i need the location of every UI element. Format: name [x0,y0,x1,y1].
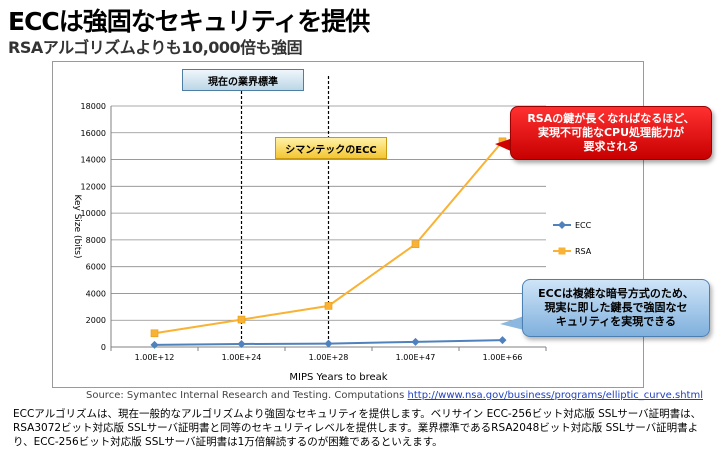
ecc-point [324,339,333,348]
ecc-callout-line-3: キュリティを実現できる [555,315,677,328]
ecc-point [411,337,420,346]
description-text: ECCアルゴリズムは、現在一般的なアルゴリズムより強固なセキュリティを提供します… [13,408,702,448]
y-tick-label: 10000 [81,209,106,218]
ecc-callout-line-1: ECCは複雑な暗号方式のため、 [538,287,694,300]
ecc-callout: ECCは複雑な暗号方式のため、 現実に即した鍵長で強固なセ キュリティを実現でき… [522,279,710,337]
industry-standard-label: 現在の業界標準 [182,69,304,91]
y-tick-label: 2000 [86,316,106,325]
y-tick-label: 6000 [86,263,106,272]
y-tick-label: 0 [101,343,106,352]
source-link[interactable]: http://www.nsa.gov/business/programs/ell… [407,390,703,401]
key-size-line-chart: 0 2000 4000 6000 8000 10000 12000 14000 16000 180… [72,76,592,383]
ecc-point [150,340,159,349]
y-tick-label: 16000 [81,129,106,138]
ecc-point [498,336,507,345]
symantec-ecc-label: シマンテックのECC [275,137,387,159]
source-note: Source: Symantec Internal Research and T… [86,390,703,401]
y-tick-label: 8000 [86,236,106,245]
y-tick-label: 12000 [81,182,106,191]
series-layer [150,137,507,349]
rsa-point [324,302,333,310]
ecc-callout-pointer [500,316,524,330]
rsa-legend-marker [558,247,566,255]
page-title: ECCは強固なセキュリティを提供 [8,7,370,36]
page-subtitle: RSAアルゴリズムよりも10,000倍も強固 [8,38,303,57]
rsa-callout-line-1: RSAの鍵が長くなればなるほど、 [527,112,695,125]
ecc-legend-label: ECC [575,221,592,230]
rsa-callout: RSAの鍵が長くなればなるほど、 実現不可能なCPU処理能力が 要求される [510,106,712,160]
ecc-legend-marker [558,221,566,229]
rsa-callout-line-2: 実現不可能なCPU処理能力が [537,126,685,139]
x-axis-title: MIPS Years to break [289,372,387,383]
legend-layer: ECC RSA [553,221,592,256]
rsa-point [237,315,246,324]
rsa-callout-pointer [495,138,513,152]
ecc-callout-line-2: 現実に即した鍵長で強固なセ [544,301,688,314]
source-text: Source: Symantec Internal Research and T… [86,390,408,401]
ecc-point [237,340,246,349]
x-tick-label: 1.00E+12 [135,353,175,362]
y-tick-label: 18000 [81,102,106,111]
y-tick-label: 14000 [81,156,106,165]
reference-lines-layer [240,76,330,347]
rsa-callout-line-3: 要求される [583,140,639,153]
rsa-point [150,329,159,338]
axis-layer: 0 2000 4000 6000 8000 10000 12000 14000 16000 180… [72,102,547,383]
rsa-legend-label: RSA [575,247,592,256]
x-tick-label: 1.00E+47 [396,353,436,362]
y-axis-title: Key Size (bits) [72,195,82,259]
x-tick-label: 1.00E+28 [309,353,349,362]
rsa-point [411,240,420,248]
x-tick-label: 1.00E+66 [483,353,523,362]
x-tick-label: 1.00E+24 [222,353,262,362]
y-tick-label: 4000 [86,289,106,298]
